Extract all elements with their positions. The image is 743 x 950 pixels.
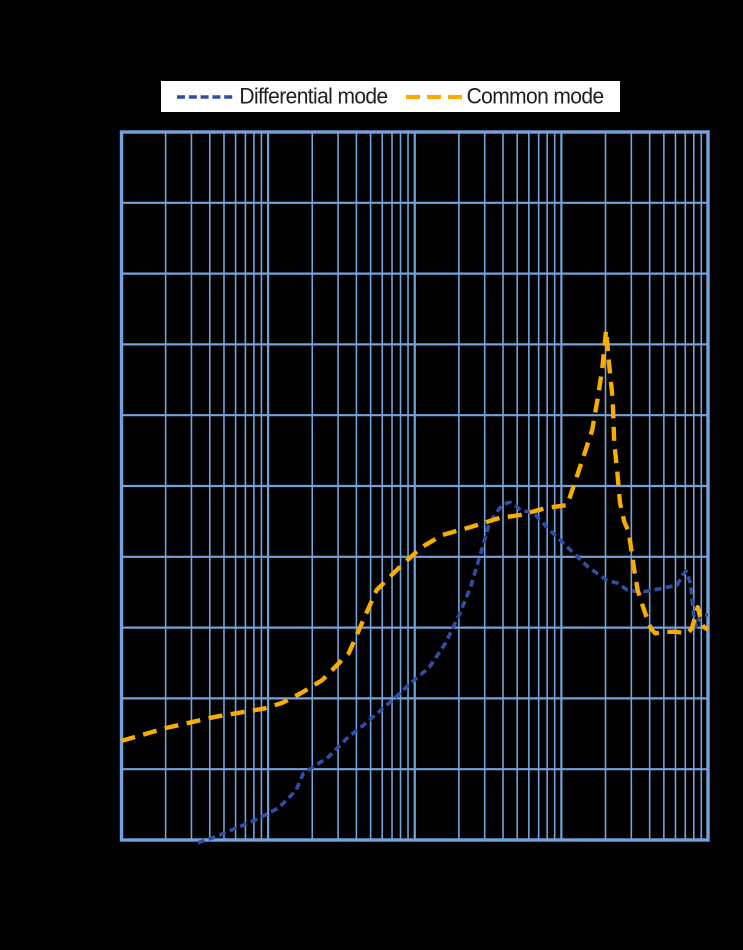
grid-lines — [120, 130, 710, 842]
plot-border — [119, 130, 710, 842]
legend-item-differential-mode: Differential mode — [177, 84, 388, 109]
legend-item-common-mode: Common mode — [405, 84, 605, 109]
legend-label-differential-mode: Differential mode — [239, 84, 388, 109]
differential-mode-dash-swatch — [177, 94, 235, 99]
common-mode-curve — [120, 328, 710, 744]
differential-mode-curve — [197, 500, 708, 845]
legend: Differential mode Common mode — [161, 81, 620, 112]
legend-label-common-mode: Common mode — [466, 84, 605, 109]
common-mode-dash-swatch — [405, 94, 462, 99]
plot-border-rect — [119, 130, 710, 842]
